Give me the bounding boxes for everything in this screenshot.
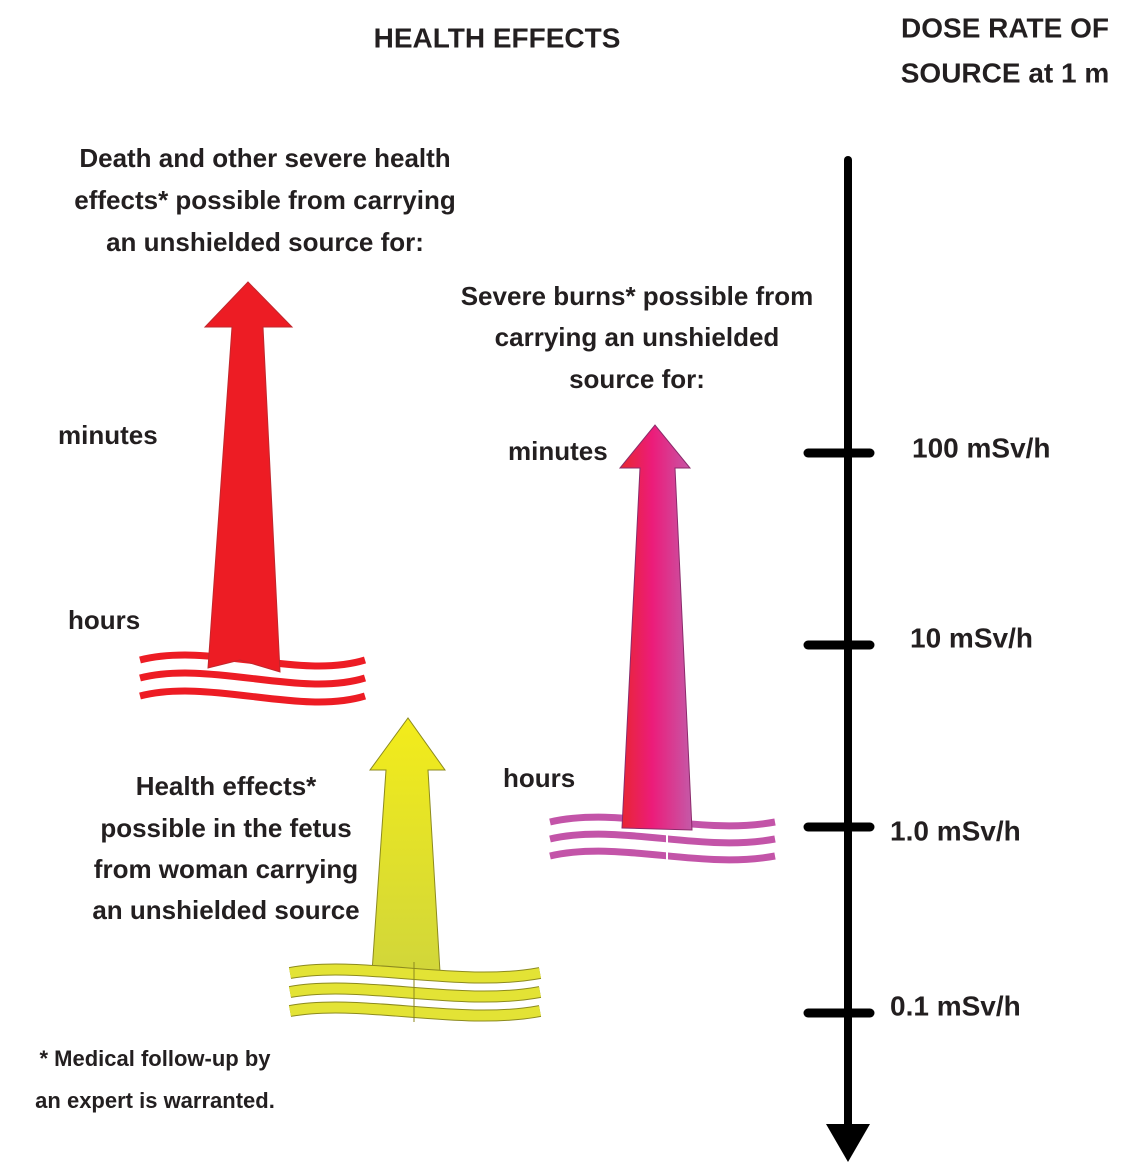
death-description: Death and other severe health: [79, 143, 450, 173]
title: HEALTH EFFECTS: [374, 22, 621, 53]
death-arrow: [139, 281, 367, 706]
fetus-arrow: [288, 717, 542, 1022]
axis-title: DOSE RATE OF: [901, 12, 1109, 43]
burns-bottom: hours: [503, 763, 575, 793]
axis-label: 10 mSv/h: [910, 622, 1033, 653]
burns-description: carrying an unshielded: [495, 322, 780, 352]
death-description: effects* possible from carrying: [74, 185, 455, 215]
burns-description: Severe burns* possible from: [461, 281, 814, 311]
burns-description: source for:: [569, 364, 705, 394]
fetus-description: Health effects*: [136, 771, 317, 801]
death-description: an unshielded source for:: [106, 227, 424, 257]
axis-label: 0.1 mSv/h: [890, 990, 1021, 1021]
fetus-description: an unshielded source: [92, 895, 359, 925]
axis-title: SOURCE at 1 m: [901, 57, 1110, 88]
axis-label: 1.0 mSv/h: [890, 815, 1021, 846]
dose-axis: [803, 156, 875, 1162]
footnote: an expert is warranted.: [35, 1088, 275, 1113]
footnote: * Medical follow-up by: [39, 1046, 271, 1071]
death-bottom: hours: [68, 605, 140, 635]
fetus-description: possible in the fetus: [100, 813, 351, 843]
axis-label: 100 mSv/h: [912, 432, 1051, 463]
fetus-description: from woman carrying: [94, 854, 358, 884]
death-top: minutes: [58, 420, 158, 450]
burns-top: minutes: [508, 436, 608, 466]
burns-arrow: [549, 424, 776, 866]
